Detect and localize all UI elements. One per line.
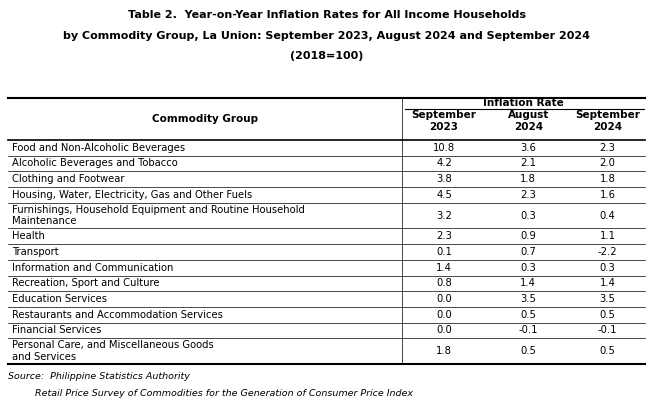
Text: 0.0: 0.0 — [436, 294, 452, 304]
Text: 0.0: 0.0 — [436, 326, 452, 336]
Text: Retail Price Survey of Commodities for the Generation of Consumer Price Index: Retail Price Survey of Commodities for t… — [8, 389, 413, 398]
Text: 0.5: 0.5 — [520, 346, 536, 356]
Text: 4.2: 4.2 — [436, 158, 452, 168]
Text: 2.3: 2.3 — [436, 231, 452, 241]
Text: Health: Health — [12, 231, 45, 241]
Text: 2.3: 2.3 — [520, 190, 536, 200]
Text: Inflation Rate: Inflation Rate — [483, 98, 564, 109]
Text: Alcoholic Beverages and Tobacco: Alcoholic Beverages and Tobacco — [12, 158, 178, 168]
Text: (2018=100): (2018=100) — [290, 51, 363, 61]
Text: 0.0: 0.0 — [436, 310, 452, 320]
Text: Personal Care, and Miscellaneous Goods
and Services: Personal Care, and Miscellaneous Goods a… — [12, 340, 214, 362]
Text: 1.1: 1.1 — [599, 231, 616, 241]
Text: Clothing and Footwear: Clothing and Footwear — [12, 174, 125, 184]
Text: 0.5: 0.5 — [599, 310, 616, 320]
Text: September
2024: September 2024 — [575, 110, 640, 131]
Text: 2.3: 2.3 — [599, 143, 616, 153]
Text: September
2023: September 2023 — [411, 110, 477, 131]
Text: 0.3: 0.3 — [599, 263, 616, 273]
Text: 1.8: 1.8 — [599, 174, 616, 184]
Text: -0.1: -0.1 — [598, 326, 617, 336]
Text: Commodity Group: Commodity Group — [151, 114, 258, 124]
Text: Education Services: Education Services — [12, 294, 107, 304]
Text: Financial Services: Financial Services — [12, 326, 102, 336]
Text: August
2024: August 2024 — [507, 110, 549, 131]
Text: 3.5: 3.5 — [520, 294, 536, 304]
Text: Housing, Water, Electricity, Gas and Other Fuels: Housing, Water, Electricity, Gas and Oth… — [12, 190, 253, 200]
Text: 1.8: 1.8 — [436, 346, 452, 356]
Text: 1.6: 1.6 — [599, 190, 616, 200]
Text: 0.9: 0.9 — [520, 231, 536, 241]
Text: Source:  Philippine Statistics Authority: Source: Philippine Statistics Authority — [8, 372, 190, 381]
Text: 2.0: 2.0 — [599, 158, 616, 168]
Text: 1.4: 1.4 — [599, 278, 616, 289]
Text: 3.6: 3.6 — [520, 143, 536, 153]
Text: Food and Non-Alcoholic Beverages: Food and Non-Alcoholic Beverages — [12, 143, 185, 153]
Text: 0.5: 0.5 — [520, 310, 536, 320]
Text: -2.2: -2.2 — [597, 247, 618, 257]
Text: 0.5: 0.5 — [599, 346, 616, 356]
Text: Table 2.  Year-on-Year Inflation Rates for All Income Households: Table 2. Year-on-Year Inflation Rates fo… — [127, 10, 526, 20]
Text: 3.2: 3.2 — [436, 211, 452, 220]
Text: 10.8: 10.8 — [433, 143, 455, 153]
Text: Restaurants and Accommodation Services: Restaurants and Accommodation Services — [12, 310, 223, 320]
Text: 0.4: 0.4 — [599, 211, 616, 220]
Text: 0.8: 0.8 — [436, 278, 452, 289]
Text: by Commodity Group, La Union: September 2023, August 2024 and September 2024: by Commodity Group, La Union: September … — [63, 31, 590, 41]
Text: 1.4: 1.4 — [520, 278, 536, 289]
Text: 0.3: 0.3 — [520, 263, 536, 273]
Text: -0.1: -0.1 — [518, 326, 538, 336]
Text: 1.4: 1.4 — [436, 263, 452, 273]
Text: 3.5: 3.5 — [599, 294, 616, 304]
Text: Recreation, Sport and Culture: Recreation, Sport and Culture — [12, 278, 160, 289]
Text: Information and Communication: Information and Communication — [12, 263, 174, 273]
Text: 0.3: 0.3 — [520, 211, 536, 220]
Text: 0.1: 0.1 — [436, 247, 452, 257]
Text: 0.7: 0.7 — [520, 247, 536, 257]
Text: 1.8: 1.8 — [520, 174, 536, 184]
Text: Furnishings, Household Equipment and Routine Household
Maintenance: Furnishings, Household Equipment and Rou… — [12, 205, 306, 226]
Text: Transport: Transport — [12, 247, 59, 257]
Text: 3.8: 3.8 — [436, 174, 452, 184]
Text: 2.1: 2.1 — [520, 158, 536, 168]
Text: 4.5: 4.5 — [436, 190, 452, 200]
